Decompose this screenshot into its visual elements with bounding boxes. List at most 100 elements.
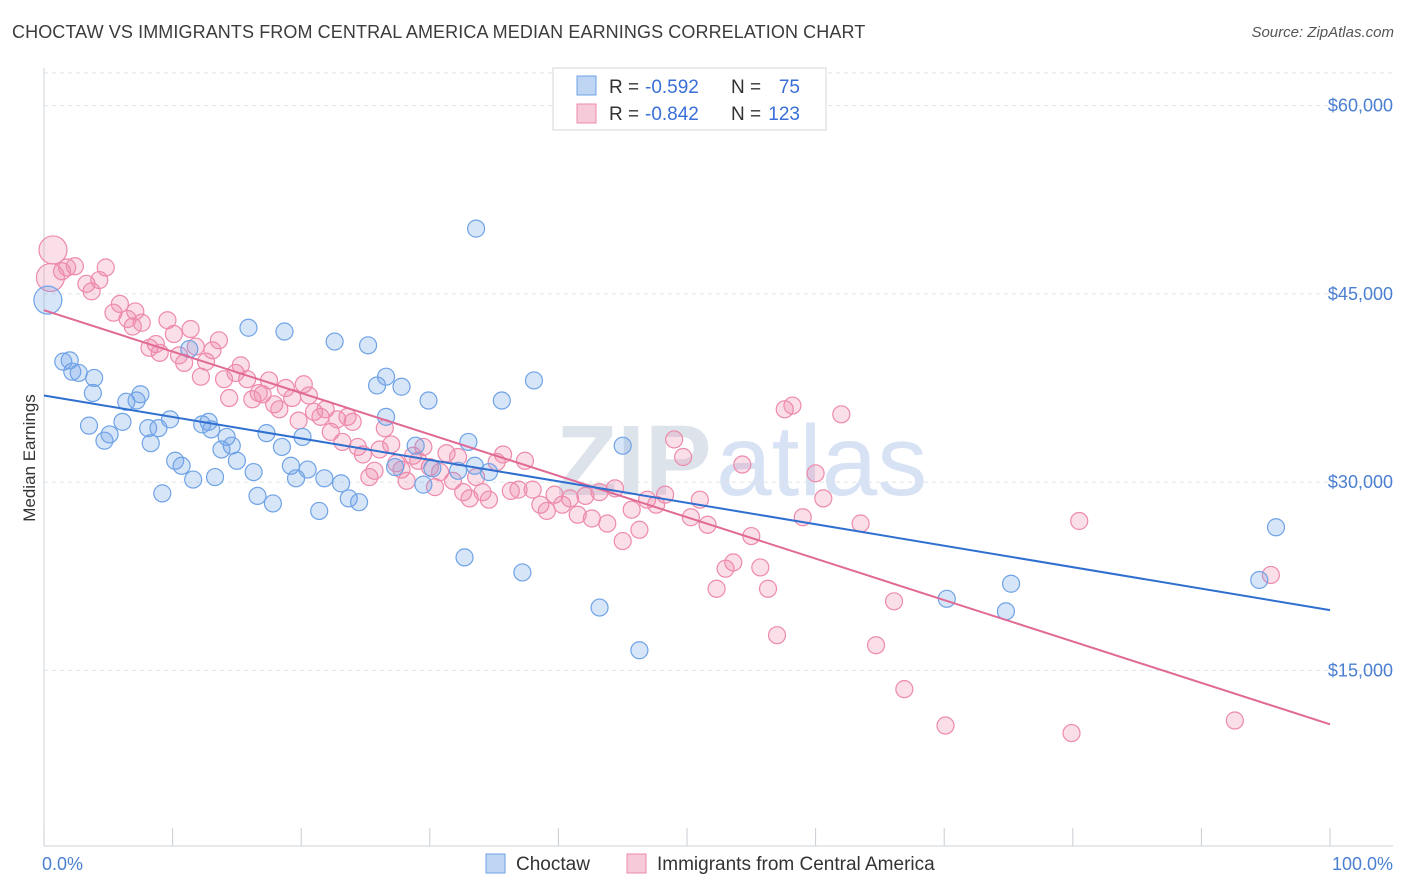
- y-axis-tick-labels: $15,000 $30,000 $45,000 $60,000: [1328, 96, 1393, 681]
- point-immigrants: [758, 579, 778, 598]
- legend-label-choctaw: Choctaw: [516, 854, 590, 875]
- point-immigrants: [181, 319, 200, 339]
- point-immigrants: [681, 508, 700, 527]
- point-choctaw: [376, 367, 396, 386]
- stats-swatch-choctaw: [576, 75, 597, 96]
- stats-n-value-1: 75: [779, 77, 800, 98]
- point-choctaw: [222, 436, 241, 455]
- point-choctaw: [172, 456, 191, 475]
- point-choctaw: [244, 462, 263, 482]
- point-immigrants: [866, 636, 886, 655]
- point-choctaw: [419, 391, 438, 410]
- legend-swatch-immigrants: [626, 853, 647, 874]
- x-axis-ticks: [43, 828, 1331, 846]
- point-immigrants: [568, 505, 587, 524]
- point-immigrants: [767, 626, 787, 645]
- point-immigrants: [289, 411, 308, 430]
- point-choctaw: [298, 460, 317, 479]
- point-immigrants: [665, 430, 684, 449]
- point-choctaw: [275, 322, 294, 341]
- point-immigrants: [203, 341, 222, 360]
- point-immigrants: [443, 471, 463, 490]
- point-immigrants: [123, 317, 142, 336]
- point-immigrants: [1070, 511, 1089, 531]
- point-immigrants: [126, 302, 145, 321]
- point-choctaw: [414, 475, 433, 494]
- point-immigrants: [365, 461, 384, 480]
- point-choctaw: [613, 436, 632, 455]
- point-choctaw: [466, 219, 486, 238]
- x-tick-label-min: 0.0%: [42, 854, 83, 874]
- point-choctaw: [1001, 574, 1021, 593]
- point-choctaw: [85, 368, 104, 388]
- point-choctaw: [54, 352, 73, 371]
- stats-n-label-2: N =: [731, 104, 761, 125]
- point-immigrants: [884, 592, 904, 611]
- point-immigrants: [560, 489, 580, 508]
- point-immigrants: [832, 405, 851, 424]
- point-choctaw: [331, 474, 351, 493]
- point-immigrants: [674, 447, 693, 467]
- stats-swatch-immigrants: [576, 103, 597, 124]
- stats-box-frame: [552, 67, 827, 131]
- y-axis-label: Median Earnings: [20, 394, 39, 522]
- point-choctaw: [513, 563, 532, 582]
- y-tick-label: $30,000: [1328, 472, 1393, 492]
- point-choctaw: [358, 336, 378, 355]
- point-immigrants: [1062, 723, 1081, 743]
- point-choctaw: [113, 412, 132, 431]
- point-immigrants: [851, 514, 870, 533]
- legend: Choctaw Immigrants from Central America: [485, 853, 935, 875]
- point-choctaw: [1250, 570, 1269, 590]
- stats-r-value-2: -0.842: [645, 104, 699, 125]
- point-immigrants: [382, 435, 401, 454]
- point-choctaw: [79, 416, 99, 435]
- point-choctaw: [263, 494, 283, 513]
- point-choctaw: [423, 459, 442, 478]
- point-immigrants: [613, 531, 632, 551]
- point-immigrants: [1261, 565, 1280, 585]
- point-choctaw: [83, 383, 102, 403]
- point-choctaw: [315, 469, 334, 488]
- point-immigrants: [724, 553, 743, 572]
- point-immigrants: [132, 313, 151, 332]
- watermark: ZIP atlas: [556, 405, 927, 517]
- y-tick-label: $15,000: [1328, 660, 1393, 680]
- point-immigrants: [582, 509, 601, 528]
- point-choctaw: [153, 484, 172, 503]
- point-choctaw: [590, 598, 609, 617]
- point-choctaw: [524, 371, 544, 390]
- watermark-atlas: atlas: [716, 405, 927, 517]
- y-tick-label: $45,000: [1328, 284, 1393, 304]
- point-immigrants: [191, 367, 210, 386]
- point-immigrants: [515, 451, 535, 470]
- point-choctaw: [63, 362, 82, 381]
- point-immigrants: [65, 257, 84, 276]
- point-choctaw: [184, 470, 203, 489]
- point-immigrants: [343, 412, 362, 431]
- point-immigrants: [220, 388, 239, 408]
- point-choctaw: [160, 410, 180, 429]
- point-immigrants: [270, 400, 289, 419]
- point-immigrants: [473, 483, 492, 502]
- point-choctaw: [310, 501, 329, 521]
- point-choctaw: [217, 427, 236, 447]
- source-credit: Source: ZipAtlas.com: [1251, 24, 1394, 41]
- point-immigrants: [814, 489, 833, 508]
- trendline-choctaw: [43, 394, 1331, 612]
- point-immigrants: [479, 490, 499, 509]
- point-immigrants: [265, 395, 284, 414]
- point-choctaw: [202, 420, 221, 439]
- point-choctaw: [349, 493, 369, 512]
- y-tick-label: $60,000: [1328, 96, 1393, 116]
- point-choctaw: [248, 486, 267, 505]
- point-choctaw: [630, 641, 649, 660]
- point-choctaw: [205, 467, 225, 487]
- stats-r-value-1: -0.592: [645, 77, 699, 98]
- point-choctaw: [492, 391, 511, 410]
- point-choctaw: [141, 434, 160, 453]
- watermark-zip: ZIP: [556, 405, 712, 517]
- point-choctaw: [455, 548, 474, 567]
- trend-lines: [43, 309, 1331, 726]
